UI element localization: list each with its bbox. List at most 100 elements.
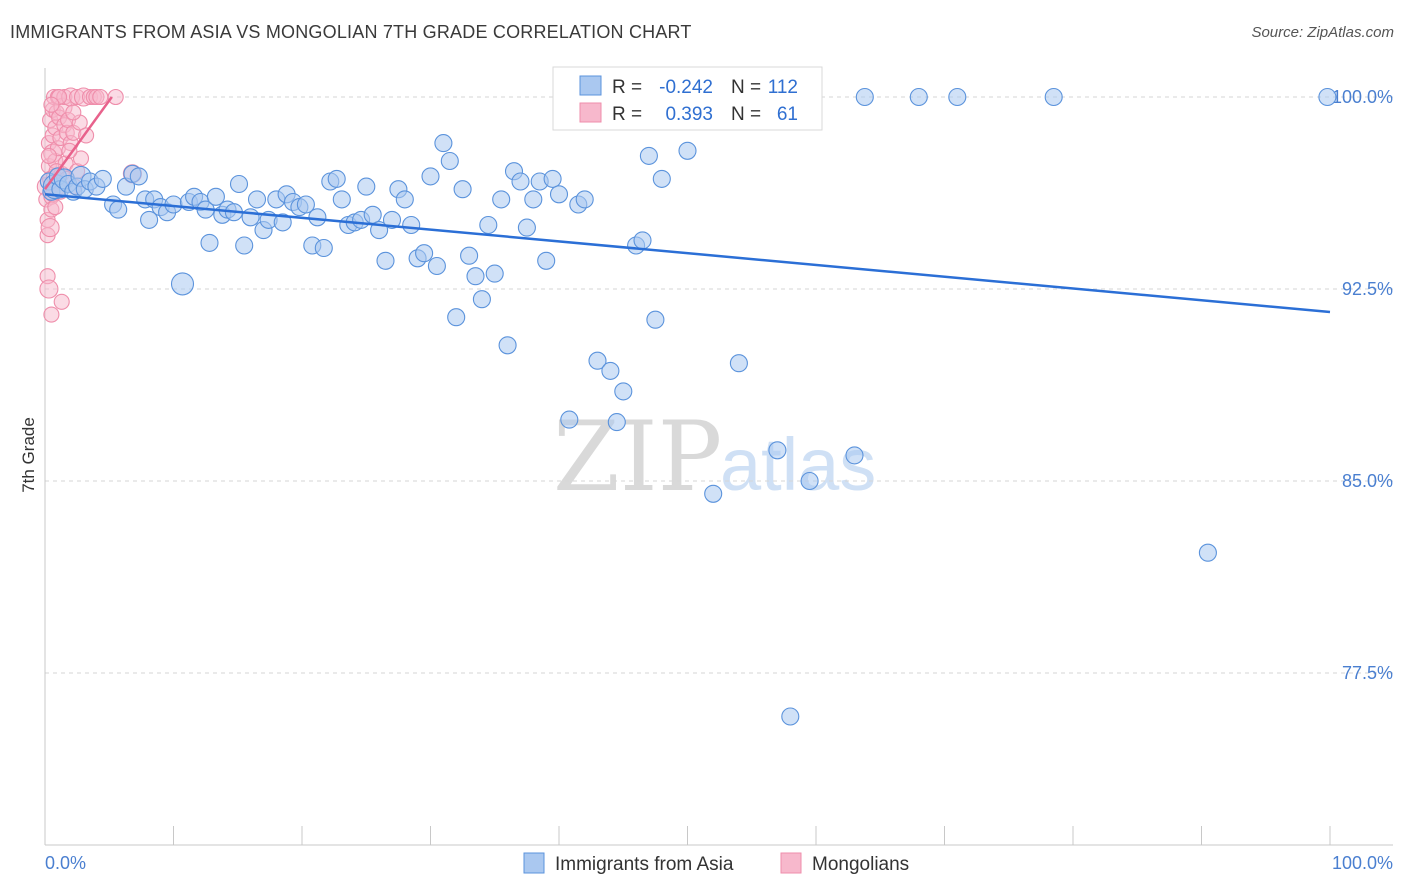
asia-point <box>639 146 658 165</box>
source-label: Source: ZipAtlas.com <box>1251 24 1394 41</box>
x-ticks <box>44 826 1331 845</box>
asia-point <box>93 169 112 188</box>
mongolians-trend-line <box>43 96 113 190</box>
mongolians-point <box>107 88 124 106</box>
asia-point <box>472 290 491 309</box>
legend-n-label-mongolians: N = <box>731 104 761 125</box>
mongolians-point <box>40 218 60 238</box>
asia-point <box>800 471 819 491</box>
asia-point <box>421 167 440 186</box>
legend-r-label-mongolians: R = <box>612 104 642 125</box>
chart-title: IMMIGRANTS FROM ASIA VS MONGOLIAN 7TH GR… <box>10 22 692 42</box>
asia-point <box>549 185 569 204</box>
y-tick-label: 85.0% <box>1342 471 1393 491</box>
asia-point <box>140 210 159 229</box>
asia-point <box>729 354 748 373</box>
asia-point <box>492 190 511 209</box>
asia-point <box>235 236 254 255</box>
asia-point <box>607 413 626 432</box>
asia-point <box>363 205 382 224</box>
asia-point <box>652 169 671 188</box>
asia-point <box>560 410 579 429</box>
asia-trend-line <box>44 193 1331 314</box>
mongolians-point <box>92 88 109 106</box>
y-tick-labels: 100.0% 92.5% 85.0% 77.5% <box>1332 87 1393 683</box>
trendlines <box>43 96 1331 314</box>
legend-swatch-mongolians <box>579 102 602 123</box>
asia-point <box>200 233 219 252</box>
x-tick-label-max: 100.0% <box>1332 853 1393 873</box>
asia-point <box>948 87 967 107</box>
bottom-legend-swatch-asia <box>523 852 545 874</box>
mongolians-point <box>40 147 57 164</box>
asia-point <box>781 707 800 726</box>
legend-box: R = -0.242 N = 112 R = 0.393 N = 61 <box>552 66 823 131</box>
legend-n-value-mongolians: 61 <box>777 104 798 125</box>
mongolians-point <box>47 199 64 216</box>
mongolians-point <box>43 96 60 113</box>
asia-point <box>575 190 594 209</box>
asia-point <box>402 215 421 235</box>
x-tick-label-min: 0.0% <box>45 853 86 873</box>
asia-point <box>170 272 195 296</box>
asia-point <box>415 244 434 263</box>
asia-point <box>524 190 543 209</box>
asia-point <box>395 190 414 209</box>
mongolians-point <box>43 306 60 323</box>
mongolians-point <box>61 142 78 159</box>
asia-point <box>845 446 864 465</box>
asia-point <box>678 141 697 160</box>
asia-point <box>1198 543 1217 562</box>
asia-point <box>447 308 466 327</box>
bottom-legend-label-asia: Immigrants from Asia <box>555 854 734 875</box>
legend-r-value-mongolians: 0.393 <box>665 104 713 125</box>
asia-point <box>296 195 315 214</box>
asia-point <box>427 256 446 276</box>
asia-point <box>543 169 562 188</box>
legend-r-value-asia: -0.242 <box>659 77 713 98</box>
asia-point <box>601 361 620 380</box>
asia-point <box>768 441 787 460</box>
legend-r-label-asia: R = <box>612 77 642 98</box>
legend-n-value-asia: 112 <box>768 77 798 98</box>
asia-point <box>1044 87 1063 107</box>
asia-point <box>909 87 928 107</box>
asia-point <box>614 382 633 401</box>
bottom-legend-swatch-mongolians <box>780 852 802 874</box>
asia-point <box>332 190 351 209</box>
asia-point <box>479 215 498 235</box>
mongolians-point <box>53 293 70 310</box>
asia-point <box>511 172 530 191</box>
asia-point <box>434 134 453 153</box>
asia-point <box>460 246 479 265</box>
asia-point <box>855 87 874 107</box>
asia-point <box>308 208 327 227</box>
asia-point <box>129 167 148 186</box>
asia-point <box>229 174 249 194</box>
asia-point <box>1318 87 1337 107</box>
y-tick-label: 100.0% <box>1332 87 1393 107</box>
asia-point <box>498 336 517 355</box>
asia-point <box>382 210 402 229</box>
asia-point <box>273 213 292 232</box>
watermark-atlas: atlas <box>720 423 876 506</box>
asia-point <box>109 200 128 219</box>
asia-point <box>466 267 485 286</box>
asia-point <box>314 238 333 258</box>
mongolians-point <box>65 104 82 121</box>
asia-point <box>376 251 395 270</box>
asia-point <box>327 169 346 188</box>
asia-point <box>633 231 652 250</box>
asia-point <box>453 180 472 199</box>
legend-swatch-asia <box>579 75 602 96</box>
y-axis-title: 7th Grade <box>19 417 38 493</box>
asia-point <box>247 190 267 209</box>
bottom-legend-label-mongolians: Mongolians <box>812 854 909 875</box>
y-tick-label: 92.5% <box>1342 279 1393 299</box>
asia-point <box>517 218 536 237</box>
y-tick-label: 77.5% <box>1342 663 1393 683</box>
asia-point <box>537 251 556 270</box>
mongolians-point <box>39 279 59 299</box>
asia-point <box>357 177 376 196</box>
